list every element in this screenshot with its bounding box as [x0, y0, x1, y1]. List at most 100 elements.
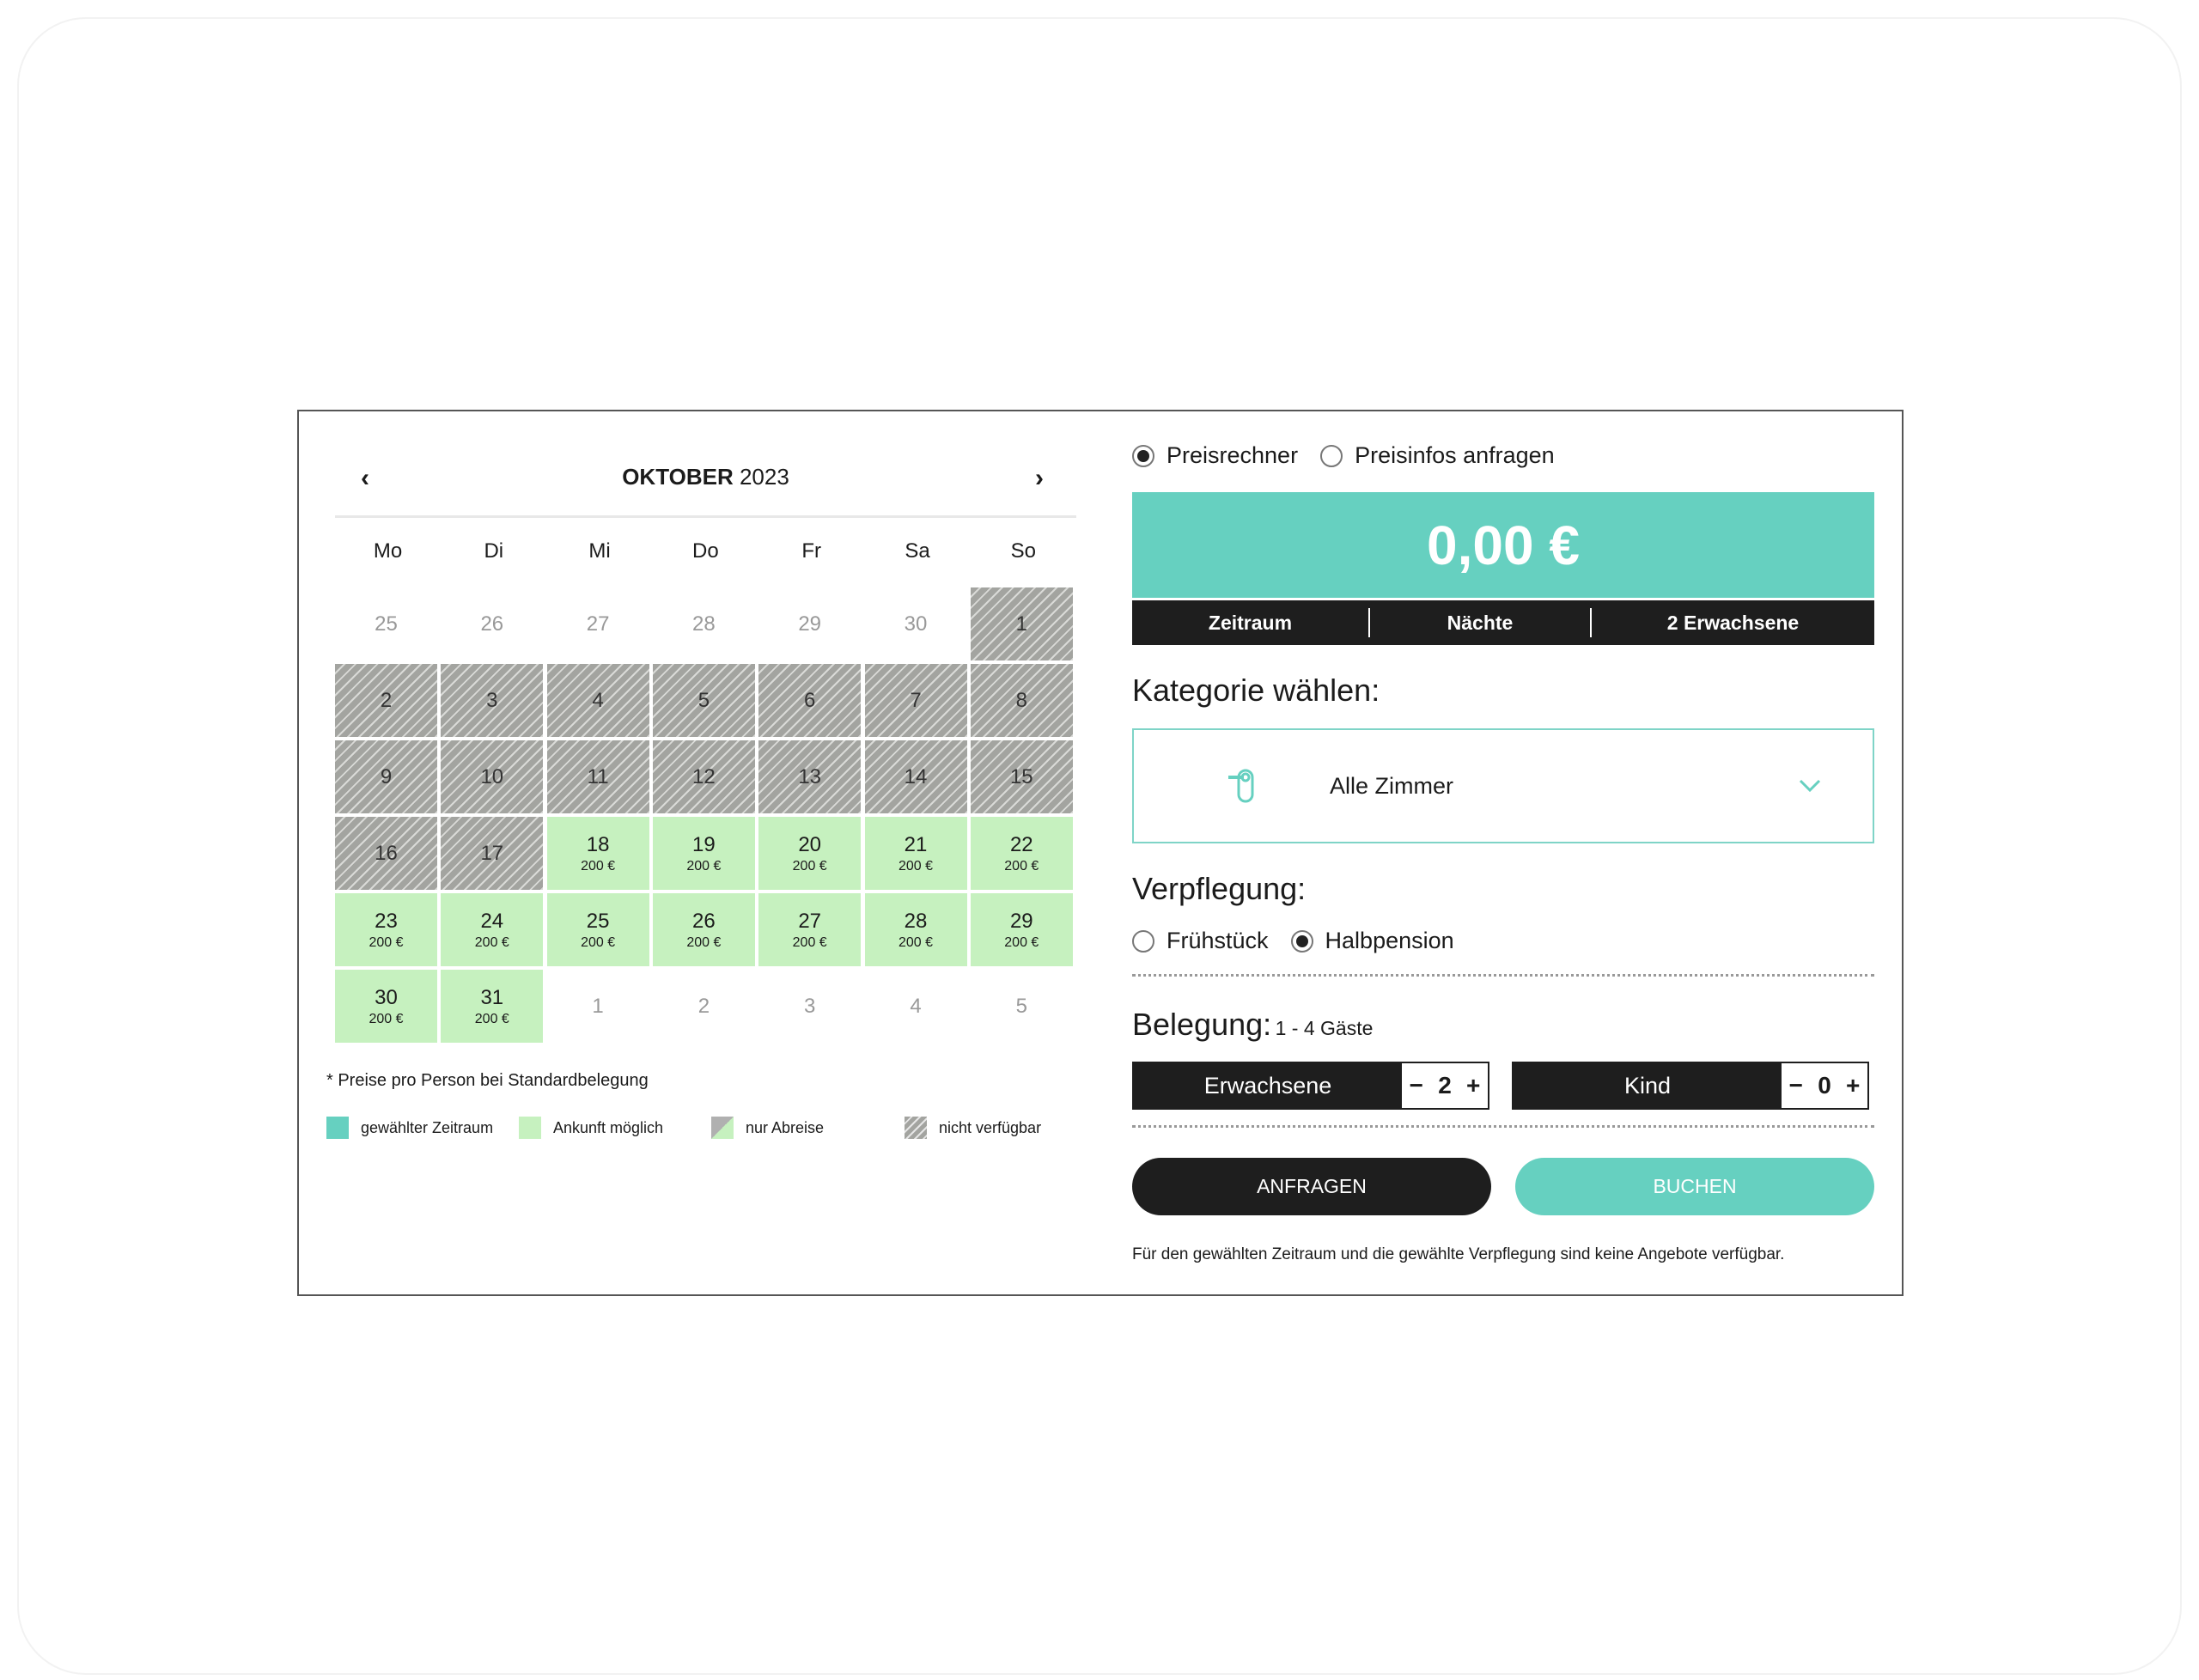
calendar-day: 4: [865, 970, 967, 1043]
calendar-day: 9: [335, 740, 437, 813]
calendar-day: 30: [865, 587, 967, 660]
day-price: 200 €: [686, 858, 722, 873]
day-number: 8: [1015, 688, 1027, 712]
calendar-day[interactable]: 23 200 €: [335, 893, 437, 966]
day-number: 24: [480, 909, 504, 933]
chevron-down-icon: [1799, 779, 1821, 793]
calendar-day[interactable]: 29 200 €: [970, 893, 1073, 966]
prev-month-icon[interactable]: ‹: [361, 464, 369, 492]
adults-minus-button[interactable]: −: [1409, 1072, 1423, 1099]
total-price: 0,00 €: [1132, 492, 1874, 598]
calendar-day: 10: [441, 740, 544, 813]
calendar-day: 2: [335, 664, 437, 737]
calendar-day[interactable]: 27 200 €: [758, 893, 862, 966]
day-price: 200 €: [1004, 934, 1039, 950]
day-price: 200 €: [369, 1011, 404, 1026]
day-number: 30: [904, 612, 928, 636]
summary-nights: Nächte: [1447, 611, 1514, 634]
calendar-day[interactable]: 18 200 €: [546, 817, 649, 890]
summary-bar: Zeitraum Nächte 2 Erwachsene: [1132, 600, 1874, 645]
day-price: 200 €: [686, 934, 722, 950]
radio-price-inquiry[interactable]: Preisinfos anfragen: [1320, 442, 1555, 469]
day-number: 6: [804, 688, 816, 712]
legend-selected: gewählter Zeitraum: [326, 1117, 493, 1139]
category-value: Alle Zimmer: [1330, 772, 1454, 799]
day-number: 29: [798, 612, 822, 636]
day-price: 200 €: [581, 934, 616, 950]
day-price: 200 €: [1004, 858, 1039, 873]
day-price: 200 €: [792, 934, 827, 950]
next-month-icon[interactable]: ›: [1035, 464, 1044, 492]
calendar-day[interactable]: 30 200 €: [335, 970, 437, 1043]
weekday-label: So: [1010, 539, 1036, 563]
calendar-day: 2: [653, 970, 755, 1043]
adults-count: 2: [1438, 1072, 1452, 1099]
calendar-day[interactable]: 22 200 €: [970, 817, 1073, 890]
calendar-day: 25: [335, 587, 437, 660]
weekday-label: Di: [484, 539, 504, 563]
calendar-day[interactable]: 20 200 €: [758, 817, 862, 890]
day-number: 12: [692, 764, 716, 788]
day-number: 28: [692, 612, 716, 636]
calendar-day: 13: [758, 740, 862, 813]
day-number: 3: [486, 688, 498, 712]
book-button[interactable]: BUCHEN: [1515, 1158, 1874, 1215]
inquire-button[interactable]: ANFRAGEN: [1132, 1158, 1491, 1215]
adults-plus-button[interactable]: +: [1466, 1072, 1481, 1099]
calendar-day: 3: [758, 970, 861, 1043]
category-select[interactable]: Alle Zimmer: [1132, 728, 1874, 843]
day-number: 23: [375, 909, 398, 933]
radio-half-board[interactable]: Halbpension: [1290, 928, 1454, 954]
calendar-day: 14: [864, 740, 967, 813]
weekday-label: Mo: [373, 539, 403, 563]
day-number: 4: [910, 994, 922, 1018]
day-number: 30: [375, 985, 398, 1009]
legend-arrival: Ankunft möglich: [519, 1117, 663, 1139]
day-number: 25: [586, 909, 610, 933]
day-number: 1: [1015, 612, 1027, 636]
calendar-day: 29: [758, 587, 861, 660]
weekday-label: Fr: [801, 539, 822, 563]
children-minus-button[interactable]: −: [1788, 1072, 1803, 1099]
day-number: 26: [692, 909, 716, 933]
day-number: 22: [1009, 832, 1033, 856]
price-note: * Preise pro Person bei Standardbelegung: [326, 1071, 649, 1090]
day-number: 1: [592, 994, 604, 1018]
day-number: 20: [798, 832, 822, 856]
day-number: 5: [1015, 994, 1027, 1018]
radio-breakfast[interactable]: Frühstück: [1132, 928, 1269, 954]
day-number: 27: [798, 909, 822, 933]
calendar-day: 6: [758, 664, 862, 737]
category-heading: Kategorie wählen:: [1132, 673, 1380, 708]
calendar-day[interactable]: 26 200 €: [652, 893, 755, 966]
day-number: 10: [480, 764, 504, 788]
day-number: 11: [587, 764, 609, 788]
day-number: 9: [380, 764, 393, 788]
calendar-day: 11: [546, 740, 649, 813]
calendar-day: 27: [547, 587, 649, 660]
meals-heading: Verpflegung:: [1132, 871, 1307, 906]
calendar-day[interactable]: 25 200 €: [546, 893, 649, 966]
calendar-day: 15: [970, 740, 1073, 813]
calendar-day: 1: [970, 587, 1073, 660]
day-number: 21: [904, 832, 928, 856]
calendar-day: 5: [971, 970, 1073, 1043]
calendar-day[interactable]: 28 200 €: [864, 893, 967, 966]
calendar-day: 17: [441, 817, 544, 890]
calendar-day[interactable]: 24 200 €: [441, 893, 544, 966]
device-frame: [17, 17, 2182, 1675]
divider: [1132, 1125, 1874, 1128]
day-number: 18: [586, 832, 610, 856]
day-number: 2: [380, 688, 393, 712]
day-price: 200 €: [369, 934, 404, 950]
calendar-day: 5: [652, 664, 755, 737]
calendar-day[interactable]: 31 200 €: [441, 970, 544, 1043]
radio-price-calculator[interactable]: Preisrechner: [1132, 442, 1298, 469]
children-plus-button[interactable]: +: [1846, 1072, 1861, 1099]
calendar-day: 16: [335, 817, 437, 890]
calendar-day: 28: [653, 587, 755, 660]
children-count: 0: [1818, 1072, 1831, 1099]
calendar-day[interactable]: 21 200 €: [864, 817, 967, 890]
calendar-day[interactable]: 19 200 €: [652, 817, 755, 890]
day-number: 15: [1009, 764, 1033, 788]
